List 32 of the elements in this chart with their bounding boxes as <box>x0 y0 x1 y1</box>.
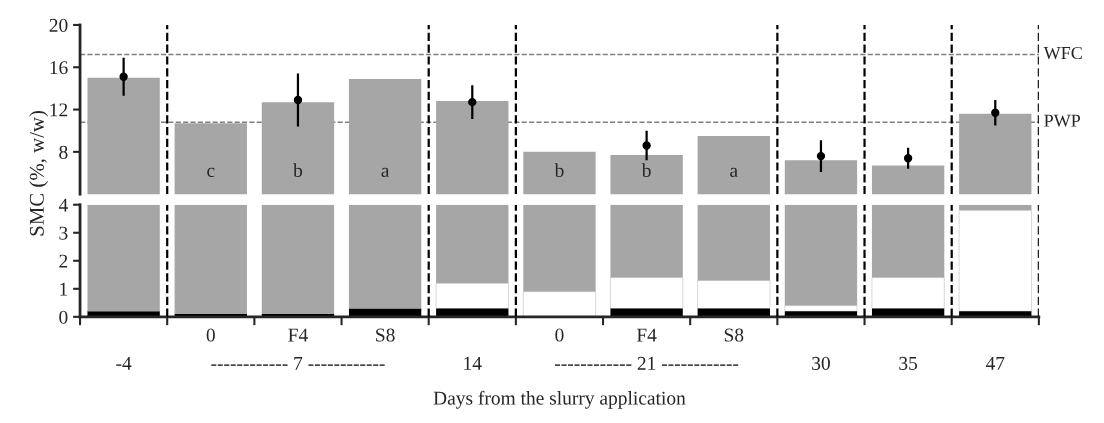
ref-line-label: WFC <box>1043 46 1082 60</box>
y-tick-label: 1 <box>60 282 68 296</box>
data-label: b <box>641 163 651 178</box>
y-tick-label: 20 <box>49 18 68 32</box>
x-tick-label: 30 <box>812 356 830 370</box>
x-tick-label: S8 <box>724 328 744 342</box>
x-tick-label: F4 <box>636 328 657 342</box>
x-tick-label: 0 <box>555 328 564 342</box>
y-tick-label: 12 <box>50 103 68 117</box>
y-axis-title: SMC (%, w/w) <box>29 110 49 236</box>
data-label: a <box>381 167 390 178</box>
x-tick-label: S8 <box>376 328 395 342</box>
y-tick-label: 16 <box>50 61 68 75</box>
data-label: b <box>293 163 303 178</box>
data-label: b <box>554 163 564 178</box>
y-tick-label: 8 <box>59 145 68 159</box>
x-axis-title: Days from the slurry application <box>433 390 686 409</box>
text: ------------ 7 ------------ <box>211 356 385 370</box>
x-tick-label: 14 <box>464 356 482 370</box>
y-tick-label: 3 <box>59 226 68 240</box>
ref-line-label: PWP <box>1044 114 1081 127</box>
x-tick-label: F4 <box>288 328 308 342</box>
x-tick-label: 47 <box>985 356 1005 370</box>
x-tick-label: 0 <box>206 328 215 342</box>
x-tick-label: -4 <box>116 356 132 370</box>
y-tick-label: 2 <box>59 254 68 268</box>
text: ------------ 21 ------------ <box>555 356 739 370</box>
x-tick-label: 35 <box>899 356 918 370</box>
y-tick-label: 4 <box>58 198 68 212</box>
data-label: a <box>730 167 738 178</box>
y-tick-label: 0 <box>59 310 68 324</box>
data-label: c <box>207 167 215 178</box>
